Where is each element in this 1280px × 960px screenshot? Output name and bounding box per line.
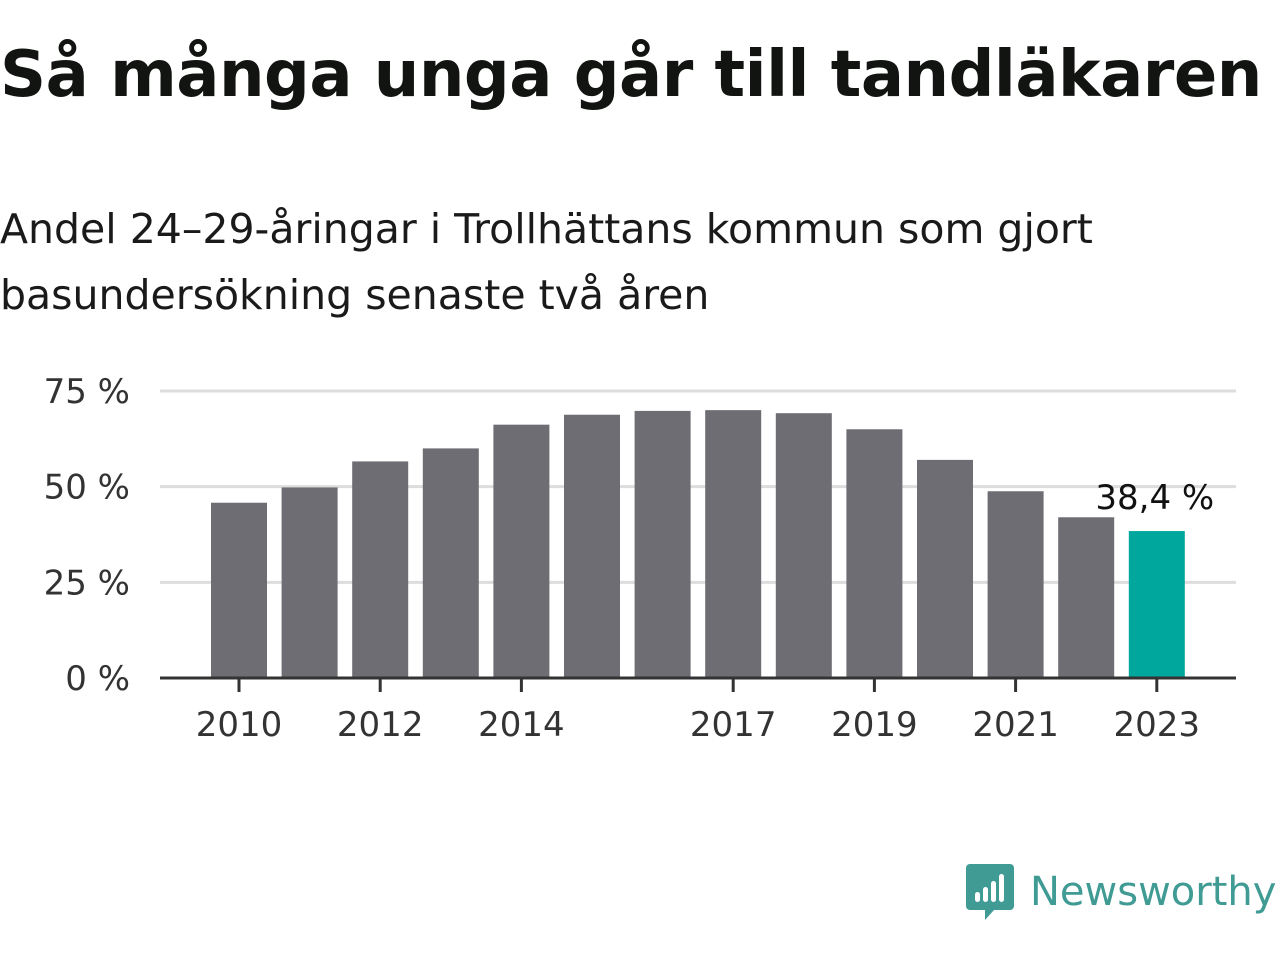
- x-tick-label: 2019: [831, 705, 918, 745]
- x-tick-label: 2023: [1114, 705, 1201, 745]
- bars: [211, 410, 1185, 678]
- chart-subtitle: Andel 24–29-åringar i Trollhättans kommu…: [0, 205, 1093, 319]
- x-tick-label: 2017: [690, 705, 777, 745]
- bar-2016: [634, 410, 691, 678]
- y-tick-label: 50 %: [44, 468, 130, 508]
- bar-2015: [564, 414, 620, 678]
- bar-2020: [917, 459, 973, 678]
- bar-2017: [705, 410, 762, 678]
- x-tick-label: 2012: [337, 705, 424, 745]
- bar-2019: [846, 429, 903, 678]
- bar-chart-speech-bubble-icon: [966, 864, 1014, 920]
- bar-2022: [1058, 517, 1115, 678]
- brand-name: Newsworthy: [1030, 869, 1277, 915]
- grid-lines: [160, 389, 1236, 584]
- x-tick-label: 2021: [972, 705, 1059, 745]
- y-tick-label: 25 %: [44, 563, 130, 603]
- bar-2010: [211, 502, 267, 678]
- axes: [160, 676, 1236, 692]
- chart-title: Så många unga går till tandläkaren: [0, 38, 1262, 112]
- bar-2021: [987, 491, 1044, 678]
- bar-chart: 0 % 25 % 50 % 75 % 2010 2012 2014 2017 2019 2021 2…: [44, 372, 1236, 745]
- y-tick-label: 0 %: [65, 659, 130, 699]
- bar-2013: [422, 448, 479, 678]
- bar-2018: [775, 413, 832, 678]
- bar-2023: [1128, 531, 1185, 678]
- labels: 0 % 25 % 50 % 75 % 2010 2012 2014 2017 2019 2021 2…: [44, 372, 1215, 745]
- bar-2012: [352, 461, 409, 678]
- bar-2011: [281, 487, 338, 678]
- data-label: 38,4 %: [1095, 478, 1214, 518]
- bar-2014: [493, 424, 550, 678]
- x-tick-label: 2010: [196, 705, 283, 745]
- brand-logo: Newsworthy: [964, 862, 1276, 922]
- x-tick-label: 2014: [478, 705, 565, 745]
- y-tick-label: 75 %: [44, 372, 130, 412]
